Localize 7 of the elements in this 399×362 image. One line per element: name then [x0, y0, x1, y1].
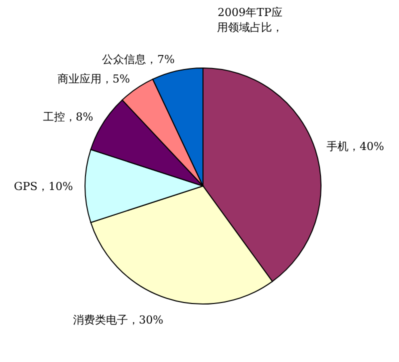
slice-label: 工控，8%	[42, 110, 94, 124]
slice-label: 消费类电子，30%	[72, 314, 164, 327]
slice-label: 商业应用，5%	[57, 72, 130, 86]
slice-label: GPS，10%	[14, 180, 73, 193]
chart-title: 2009年TP应用领域占比，	[217, 6, 283, 34]
slice-label: 公众信息，7%	[102, 53, 175, 66]
slice-label: 手机，40%	[326, 140, 384, 153]
